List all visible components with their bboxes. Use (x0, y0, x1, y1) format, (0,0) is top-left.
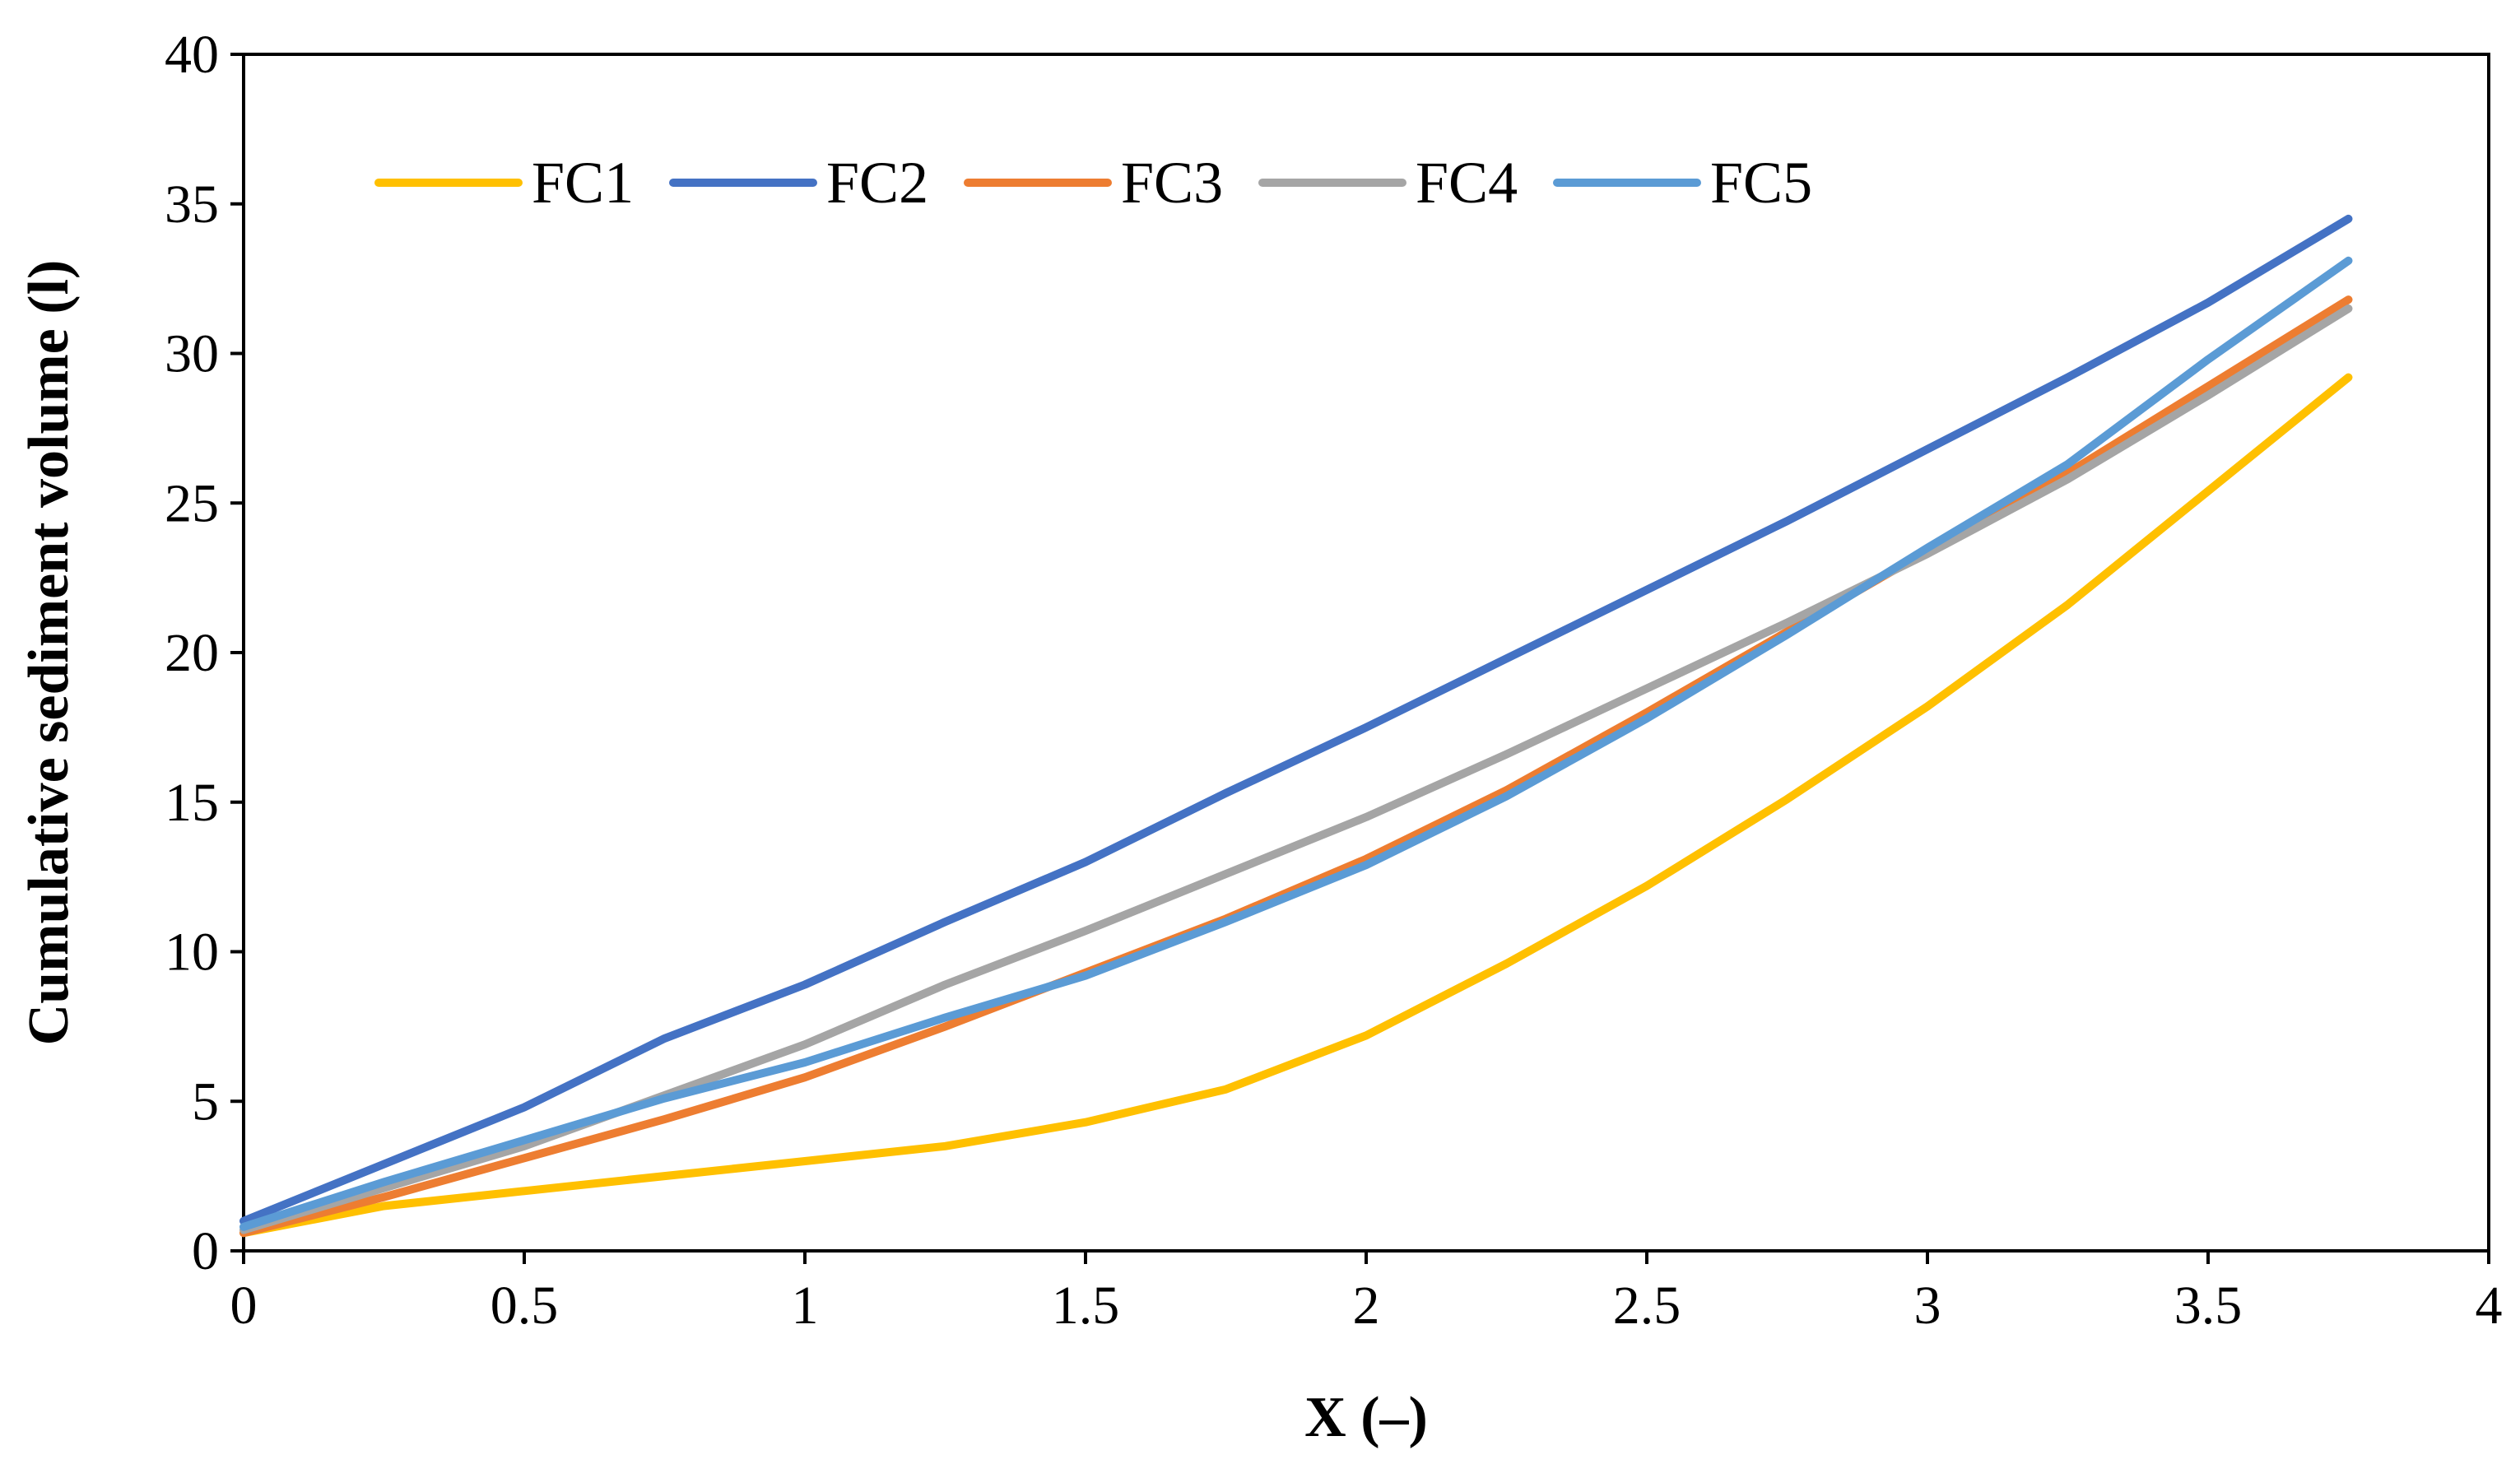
x-tick-label: 1.5 (1052, 1276, 1120, 1336)
x-axis-title: X (–) (1304, 1386, 1428, 1449)
x-tick-label: 3.5 (2174, 1276, 2243, 1336)
y-tick-label: 10 (165, 923, 219, 983)
legend: FC1 FC2 FC3 FC4 FC5 (374, 150, 1812, 216)
y-tick-label: 15 (165, 773, 219, 833)
legend-label-fc5: FC5 (1710, 150, 1812, 216)
series-group (239, 214, 2353, 1238)
y-tick-label: 40 (165, 25, 219, 85)
x-tick-label: 0.5 (491, 1276, 559, 1336)
y-tick-label: 30 (165, 324, 219, 384)
y-tick-label: 20 (165, 623, 219, 683)
y-tick-label: 25 (165, 473, 219, 533)
y-tick-label: 5 (192, 1071, 219, 1132)
y-tick-label: 0 (192, 1221, 219, 1281)
y-axis-title: Cumulative sediment volume (l) (17, 260, 81, 1046)
legend-label-fc3: FC3 (1121, 150, 1223, 216)
x-tick-label: 1 (792, 1276, 819, 1336)
y-tick-label: 35 (165, 174, 219, 235)
x-tick-label: 3 (1914, 1276, 1941, 1336)
legend-label-fc1: FC1 (532, 150, 634, 216)
series-line-fc5 (239, 256, 2353, 1231)
x-tick-label: 4 (2476, 1276, 2503, 1336)
x-tick-label: 2.5 (1613, 1276, 1681, 1336)
legend-label-fc2: FC2 (826, 150, 928, 216)
series-line-fc1 (239, 373, 2353, 1238)
plot-area (242, 53, 2490, 1253)
legend-label-fc4: FC4 (1416, 150, 1518, 216)
x-tick-label: 0 (230, 1276, 258, 1336)
series-line-fc2 (239, 214, 2353, 1225)
x-tick-label: 2 (1353, 1276, 1380, 1336)
